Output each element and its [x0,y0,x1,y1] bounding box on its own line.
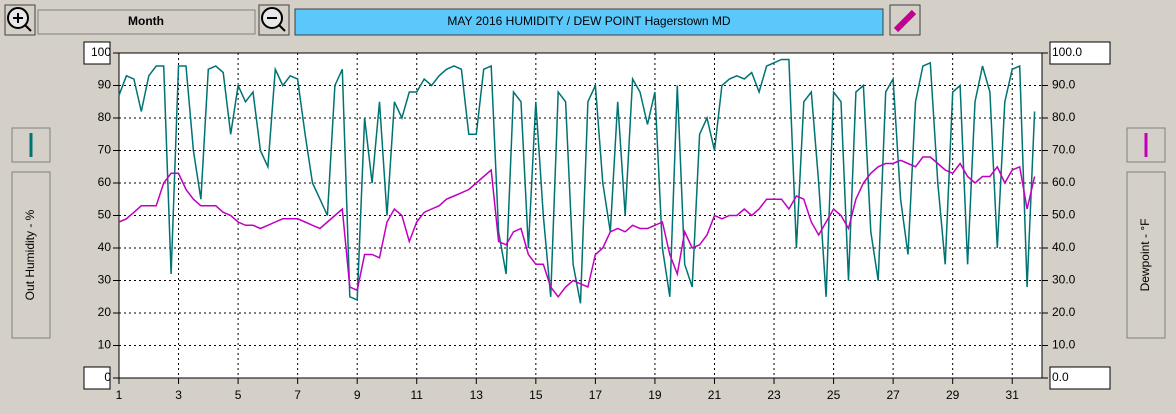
y-tick-label: 10 [98,338,112,352]
x-tick-label: 27 [886,388,900,402]
chart-title: MAY 2016 HUMIDITY / DEW POINT Hagerstown… [447,14,731,28]
x-tick-label: 31 [1006,388,1020,402]
y2-tick-label: 70.0 [1052,143,1076,157]
y-tick-label: 70 [98,143,112,157]
y2-tick-label: 40.0 [1052,240,1076,254]
period-button[interactable] [37,9,256,35]
x-tick-label: 17 [589,388,603,402]
y2-tick-label: 30.0 [1052,273,1076,287]
y-tick-label: 90 [98,78,112,92]
y-tick-box [83,41,111,65]
x-tick-label: 7 [294,388,301,402]
x-tick-label: 25 [827,388,841,402]
y2-tick-label: 0.0 [1052,370,1069,384]
period-button-label: Month [128,14,164,28]
y-label-button [11,171,51,339]
x-tick-label: 5 [235,388,242,402]
y-tick-label: 40 [98,240,112,254]
y-tick-label: 30 [98,273,112,287]
y2-tick-label: 100.0 [1052,45,1082,59]
series-line [118,58,1036,304]
title-bar [294,8,884,36]
x-tick-label: 13 [470,388,484,402]
y2-label-button [1126,171,1166,339]
y2-tick-label: 60.0 [1052,175,1076,189]
x-tick-label: 9 [354,388,361,402]
x-tick-label: 29 [946,388,960,402]
x-tick-label: 15 [529,388,543,402]
y2-tick-label: 10.0 [1052,338,1076,352]
x-tick-label: 3 [175,388,182,402]
y2-tick-box [1049,366,1111,390]
pencil-icon [893,9,917,33]
y-tick-label: 20 [98,305,112,319]
y-tick-box [83,366,111,390]
y2-tick-label: 80.0 [1052,110,1076,124]
y2-tick-label: 20.0 [1052,305,1076,319]
x-tick-label: 19 [648,388,662,402]
y-tick-label: 100 [91,45,111,59]
series-line [118,156,1036,299]
zoom-in-glyph [13,13,32,32]
x-tick-label: 21 [708,388,722,402]
y-axis-label: Out Humidity - % [23,209,37,300]
y-tick-label: 60 [98,175,112,189]
y2-tick-label: 50.0 [1052,208,1076,222]
y2-axis-label: Dewpoint - °F [1138,219,1152,292]
x-tick-label: 11 [411,388,424,402]
y2-tick-box [1049,41,1111,65]
y-tick-label: 0 [104,370,111,384]
y2-tick-label: 90.0 [1052,78,1076,92]
y-tick-label: 50 [98,208,112,222]
zoom-out-glyph [267,17,286,32]
x-tick-label: 1 [116,388,123,402]
y-tick-label: 80 [98,110,112,124]
x-tick-label: 23 [767,388,781,402]
